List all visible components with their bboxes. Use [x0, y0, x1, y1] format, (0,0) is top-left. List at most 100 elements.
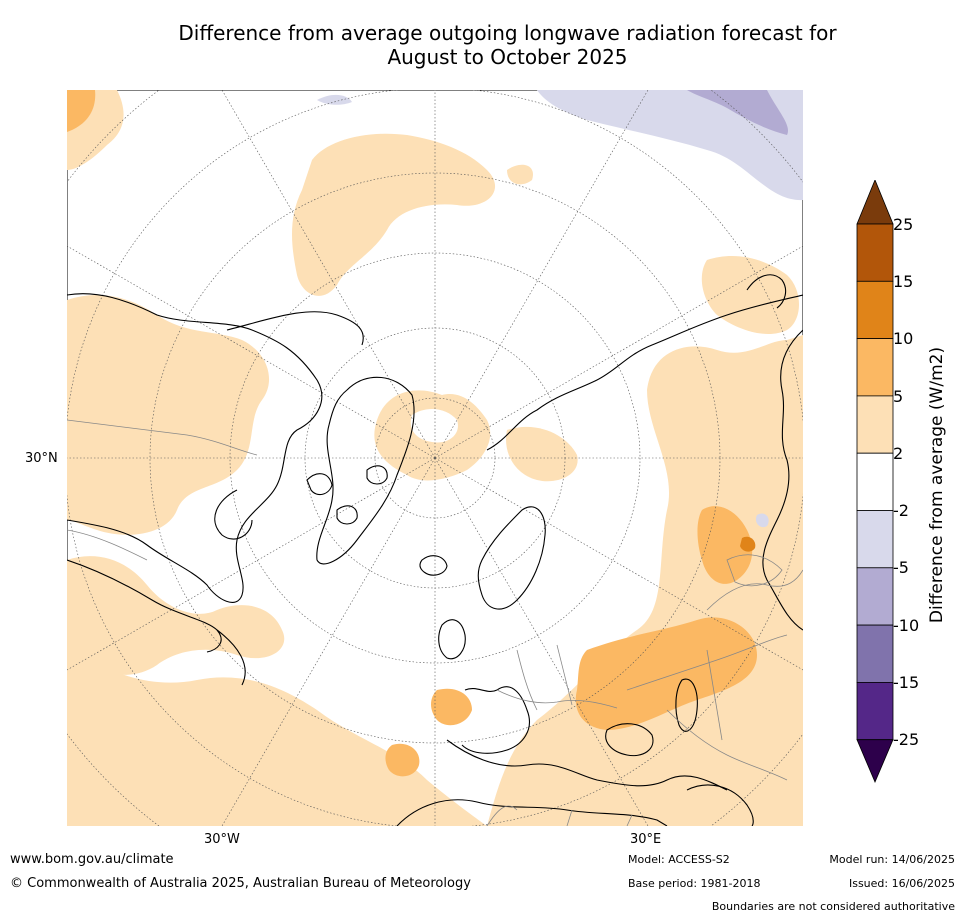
coast-europe-west [461, 686, 530, 754]
meridian-30e [434, 457, 649, 826]
longitude-label-30e: 30°E [630, 832, 662, 847]
chart-title: Difference from average outgoing longwav… [60, 21, 955, 69]
colorbar-tick: 25 [893, 215, 913, 234]
footer-boundaries-note: Boundaries are not considered authoritat… [711, 900, 955, 913]
anomaly-positive-eurasia [487, 335, 803, 826]
colorbar-tick: -5 [893, 558, 909, 577]
border-asia-2 [706, 649, 723, 741]
colorbar-bin-10-15 [856, 280, 894, 340]
colorbar-tick: 10 [893, 329, 913, 348]
footer-copyright: © Commonwealth of Australia 2025, Austra… [10, 876, 471, 891]
anomaly-positive-mediterranean-strong [431, 688, 472, 726]
anomaly-positive-north-pacific-east [507, 164, 533, 185]
longitude-label-30w: 30°W [204, 832, 240, 847]
anomaly-neutral-arctic-core [410, 408, 458, 443]
coast-uk [438, 619, 466, 660]
border-asia-1 [666, 709, 788, 781]
footer-issued: Issued: 16/06/2025 [848, 877, 955, 890]
colorbar-tick: -25 [893, 730, 919, 749]
colorbar-bin-5-10 [856, 338, 894, 397]
coast-arctic-islands [306, 465, 388, 525]
meridian-60e [434, 457, 803, 671]
colorbar-label: Difference from average (W/m2) [927, 346, 947, 624]
border-europe-1 [496, 689, 618, 709]
coast-east-asia [762, 329, 803, 631]
coast-central-america [216, 629, 246, 686]
map-svg [67, 90, 803, 826]
border-russia-kazakhstan [626, 634, 788, 691]
anomaly-positive-mexico [67, 556, 285, 675]
colorbar-arrow-bottom [856, 739, 894, 784]
coast-scandinavia [477, 506, 546, 610]
anomaly-strong-spot [740, 536, 756, 552]
anomaly-positive-north-pacific [292, 133, 496, 296]
coast-iceland [419, 555, 448, 576]
footer-model-run: Model run: 14/06/2025 [829, 853, 955, 866]
coast-kamchatka [746, 274, 787, 309]
border-europe-2 [516, 649, 538, 711]
colorbar-tick: -10 [893, 616, 919, 635]
border-europe-3 [556, 644, 573, 706]
meridian-150e [434, 90, 649, 459]
coast-africa-north [396, 799, 668, 826]
anomaly-negative-spot [755, 513, 769, 528]
coast-mediterranean [446, 739, 728, 791]
coast-greenland [316, 376, 415, 565]
footer-url[interactable]: www.bom.gov.au/climate [10, 852, 174, 867]
anomaly-negative-northeast [537, 90, 803, 201]
title-line-2: August to October 2025 [387, 45, 628, 69]
anomaly-positive-top-left-strong [67, 90, 96, 132]
border-mongolia [726, 554, 783, 587]
colorbar-tick: -2 [893, 501, 909, 520]
meridian-150w [221, 90, 436, 459]
anomaly-positive-iberia-strong [385, 743, 420, 777]
coast-alaska [226, 311, 364, 346]
anomaly-positive-north-america [67, 295, 270, 535]
meridian-120e [434, 245, 803, 459]
colorbar-svg: 25 15 10 5 2 -2 -5 -10 -15 -25 [856, 178, 919, 784]
colorbar-tick: 5 [893, 387, 903, 406]
meridian-120w [67, 245, 436, 459]
coast-arabia [686, 784, 754, 826]
colorbar-tick: -15 [893, 673, 919, 692]
title-line-1: Difference from average outgoing longwav… [178, 21, 837, 45]
anomaly-negative-northeast-strong [687, 90, 788, 135]
coast-hudson-bay [214, 489, 253, 540]
latitude-label-30n: 30°N [25, 451, 58, 466]
border-us-canada [67, 419, 258, 456]
coast-eurasia-north [486, 294, 803, 451]
colorbar: 25 15 10 5 2 -2 -5 -10 -15 -25 [855, 178, 965, 790]
coast-black-sea [605, 723, 654, 757]
border-africa [486, 805, 633, 826]
colorbar-bin-2-5 [856, 395, 894, 454]
coastlines [67, 274, 803, 826]
graticule-ring-3 [229, 252, 641, 664]
polar-map [67, 90, 803, 826]
colorbar-bin-m15-m25 [856, 681, 894, 741]
colorbar-bin-neutral [856, 452, 894, 511]
colorbar-bin-m5-m10 [856, 567, 894, 626]
country-borders [67, 419, 803, 826]
graticule [67, 90, 803, 826]
colorbar-bin-15-25 [856, 223, 894, 282]
anomaly-shading [67, 90, 803, 826]
anomaly-positive-east-asia-strong [697, 506, 753, 584]
border-mexico-us [67, 529, 148, 561]
meridian-30w [221, 457, 436, 826]
coast-gulf-mexico [67, 559, 222, 653]
colorbar-tick: 15 [893, 272, 913, 291]
footer-base-period: Base period: 1981-2018 [628, 877, 761, 890]
anomaly-positive-central-asia-strong [575, 617, 757, 730]
anomaly-negative-top [317, 94, 352, 105]
colorbar-tick: 2 [893, 444, 903, 463]
border-russia-china [706, 569, 803, 611]
colorbar-ticks: 25 15 10 5 2 -2 -5 -10 -15 -25 [893, 215, 919, 749]
colorbar-bin-m2-m5 [856, 510, 894, 569]
anomaly-positive-atlantic-south [67, 650, 487, 826]
coast-north-america [67, 293, 323, 603]
colorbar-arrow-top [856, 178, 894, 225]
anomaly-positive-scandinavia [506, 426, 578, 482]
footer-model: Model: ACCESS-S2 [628, 853, 730, 866]
colorbar-bin-m10-m15 [856, 624, 894, 683]
meridian-60w [67, 457, 436, 671]
